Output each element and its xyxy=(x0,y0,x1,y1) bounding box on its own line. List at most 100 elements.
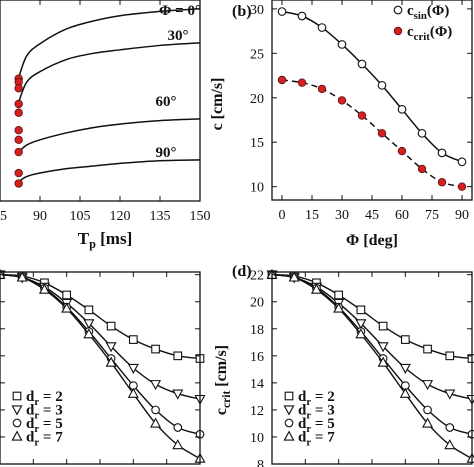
panel-d-point xyxy=(378,321,388,331)
panel-c-legend-label: dr = 2 xyxy=(26,389,63,408)
panel-b-point xyxy=(317,23,327,32)
panel-a-curve-label: 30° xyxy=(168,28,189,44)
panel-c-point xyxy=(83,328,95,339)
panel-d-legend-label: dr = 2 xyxy=(298,389,335,408)
panel-d-label: (d) xyxy=(232,263,252,280)
panel-d-point xyxy=(399,363,411,374)
panel-b-legend-label: ccrit(Φ) xyxy=(407,24,452,43)
panel-c-point xyxy=(38,283,50,294)
panel-d-ytick-label: 10 xyxy=(250,431,264,446)
panel-b-point xyxy=(337,40,347,49)
panel-b-point xyxy=(337,96,347,105)
panel-b-point xyxy=(417,128,427,138)
panel-c xyxy=(0,268,206,463)
panel-a-xtick-label: 75 xyxy=(0,209,7,224)
panel-b-legend-marker xyxy=(393,5,403,15)
panel-a-curve-label: 60° xyxy=(156,94,177,110)
panel-c-legend: dr = 2dr = 3dr = 5dr = 7 xyxy=(11,389,63,449)
panel-b-point xyxy=(417,164,427,174)
panel-a-curve xyxy=(18,118,201,153)
panel-d-legend-marker xyxy=(284,391,294,401)
panel-b-xtick-label: 75 xyxy=(425,208,439,223)
panel-c-series-line xyxy=(0,274,201,400)
panel-d-point xyxy=(377,356,389,367)
panel-d-point xyxy=(445,423,455,432)
panel-d-point xyxy=(466,394,474,406)
panel-c-point xyxy=(150,380,162,391)
panel-c-legend-marker xyxy=(11,405,23,416)
panel-d-legend-label: dr = 3 xyxy=(298,403,335,422)
panel-c-point xyxy=(127,387,139,398)
panel-d-point xyxy=(334,290,344,300)
panel-d-series-line xyxy=(271,274,473,400)
panel-b-xtick-label: 60 xyxy=(395,208,409,223)
panel-a-point xyxy=(14,147,23,157)
panel-d-point xyxy=(400,335,410,344)
panel-d-ytick-label: 12 xyxy=(250,404,264,419)
panel-b-ytick-label: 10 xyxy=(250,181,264,196)
panel-d-ytick-label: 8 xyxy=(257,458,264,467)
panel-a-curve-label: 90° xyxy=(156,145,177,161)
panel-b-point xyxy=(457,182,467,191)
panel-c-point xyxy=(61,302,73,313)
panel-d-legend-marker xyxy=(283,430,295,441)
panel-b-point xyxy=(277,7,287,16)
panel-b xyxy=(277,7,467,191)
panel-c-series-line xyxy=(0,274,201,360)
panel-b-series-line xyxy=(281,79,463,188)
panel-c-series-line xyxy=(0,274,201,460)
panel-d-point xyxy=(444,389,456,400)
panel-d-point xyxy=(422,380,434,391)
panel-a-curve xyxy=(17,7,201,79)
panel-d-point xyxy=(288,271,300,282)
panel-c-point xyxy=(151,405,160,415)
panel-b-point xyxy=(297,11,307,21)
panel-c-point xyxy=(106,321,116,331)
panel-a-point xyxy=(14,126,23,135)
panel-c-point xyxy=(84,305,94,315)
panel-b-point xyxy=(377,80,387,90)
panel-c-point xyxy=(62,290,72,300)
panel-d-legend-marker xyxy=(283,405,295,416)
panel-a-xtick-label: 150 xyxy=(190,209,211,224)
panel-c-point xyxy=(172,439,184,450)
panel-a-point xyxy=(14,108,23,117)
panel-c-point xyxy=(172,389,184,400)
panel-c-legend-label: dr = 3 xyxy=(26,403,63,422)
panel-b-xlabel: Φ [deg] xyxy=(346,232,398,249)
panel-b-ytick-label: 20 xyxy=(250,92,264,107)
panel-d-legend-label: dr = 5 xyxy=(298,416,335,435)
panel-a-point xyxy=(14,135,23,145)
panel-d-ylabel-text: ccrit [cm/s] xyxy=(213,345,233,415)
panel-d-point xyxy=(423,405,432,415)
panel-d-point xyxy=(355,328,367,339)
panel-a-xtick-label: 105 xyxy=(70,209,91,224)
panel-c-legend-marker xyxy=(11,430,23,441)
panel-b-legend-marker xyxy=(393,26,403,36)
panel-c-point xyxy=(105,356,117,367)
panel-d-series-line xyxy=(271,274,473,360)
panel-c-point xyxy=(173,351,183,361)
panel-a xyxy=(14,7,201,188)
panel-c-point xyxy=(16,271,28,282)
panel-a-point xyxy=(14,99,23,109)
panel-d-point xyxy=(356,305,366,315)
panel-b-point xyxy=(357,111,367,120)
panel-d-legend-marker xyxy=(284,418,294,428)
panel-a-xtick-label: 135 xyxy=(150,209,171,224)
panel-b-ylabel: c [cm/s] xyxy=(209,78,226,131)
panel-b-xtick-label: 0 xyxy=(279,208,286,223)
panel-b-legend-label: csin(Φ) xyxy=(407,3,449,22)
panel-c-point xyxy=(127,363,139,374)
panel-d-ytick-label: 20 xyxy=(250,296,264,311)
panel-a-curve-label: Φ = 0° xyxy=(159,3,201,19)
panel-d-ylabel: ccrit [cm/s] xyxy=(213,345,233,415)
panel-b-ytick-label: 15 xyxy=(250,136,264,151)
panel-a-curve xyxy=(17,42,201,103)
panel-d-ytick-label: 22 xyxy=(250,269,264,284)
panel-d-legend: dr = 2dr = 3dr = 5dr = 7 xyxy=(283,389,335,449)
panel-a-xlabel: Tp [ms] xyxy=(78,229,133,251)
panel-d-point xyxy=(422,417,434,428)
panel-b-ytick-label: 25 xyxy=(250,47,264,62)
